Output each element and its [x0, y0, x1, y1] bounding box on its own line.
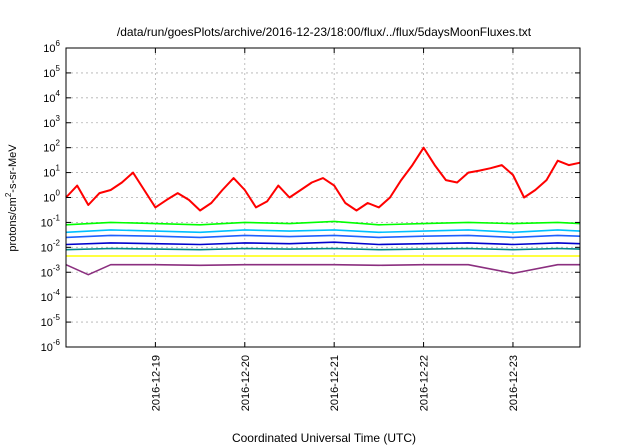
x-tick-label: 2016-12-21: [329, 355, 341, 411]
y-axis-label-rest: -s-sr-MeV: [7, 144, 19, 193]
x-tick-label: 2016-12-19: [150, 355, 162, 411]
y-tick-label: 10-4: [41, 288, 61, 304]
y-tick-label: 100: [43, 189, 60, 205]
x-tick-label: 2016-12-20: [240, 355, 252, 411]
y-axis-label: protons/cm2-s-sr-MeV: [4, 144, 19, 252]
chart-title: /data/run/goesPlots/archive/2016-12-23/1…: [117, 25, 532, 39]
x-axis-label: Coordinated Universal Time (UTC): [232, 431, 416, 445]
y-tick-label: 10-2: [41, 238, 61, 254]
y-tick-label: 10-1: [41, 213, 61, 229]
series-line-4: [65, 234, 581, 239]
y-tick-label: 104: [43, 89, 60, 105]
x-tick-label: 2016-12-23: [508, 355, 520, 411]
y-tick-label: 105: [43, 64, 60, 80]
y-tick-label: 10-3: [41, 263, 61, 279]
y-tick-label: 10-6: [41, 338, 61, 354]
y-tick-label: 101: [43, 164, 60, 180]
series-line-8: [65, 263, 580, 276]
y-tick-label: 102: [43, 139, 60, 155]
series-line-6: [65, 247, 581, 251]
series-line-2: [65, 220, 581, 226]
x-axis: 2016-12-19 2016-12-20 2016-12-21 2016-12-22…: [150, 48, 520, 411]
series-group: [65, 146, 581, 276]
y-tick-label: 10-5: [41, 313, 61, 329]
series-line-3: [65, 229, 581, 234]
series-line-1: [65, 146, 581, 212]
series-line-5: [65, 241, 581, 246]
y-tick-label: 106: [43, 39, 60, 55]
x-tick-label: 2016-12-22: [419, 355, 431, 411]
y-axis: 10-6 10-5 10-4 10-3 10-2 10-1 100 101 102 103 104 1…: [41, 39, 580, 354]
y-axis-label-sup: 2: [4, 192, 13, 197]
y-axis-label-base: protons/cm: [7, 197, 19, 251]
y-tick-label: 103: [43, 114, 60, 130]
grid: [66, 48, 580, 347]
